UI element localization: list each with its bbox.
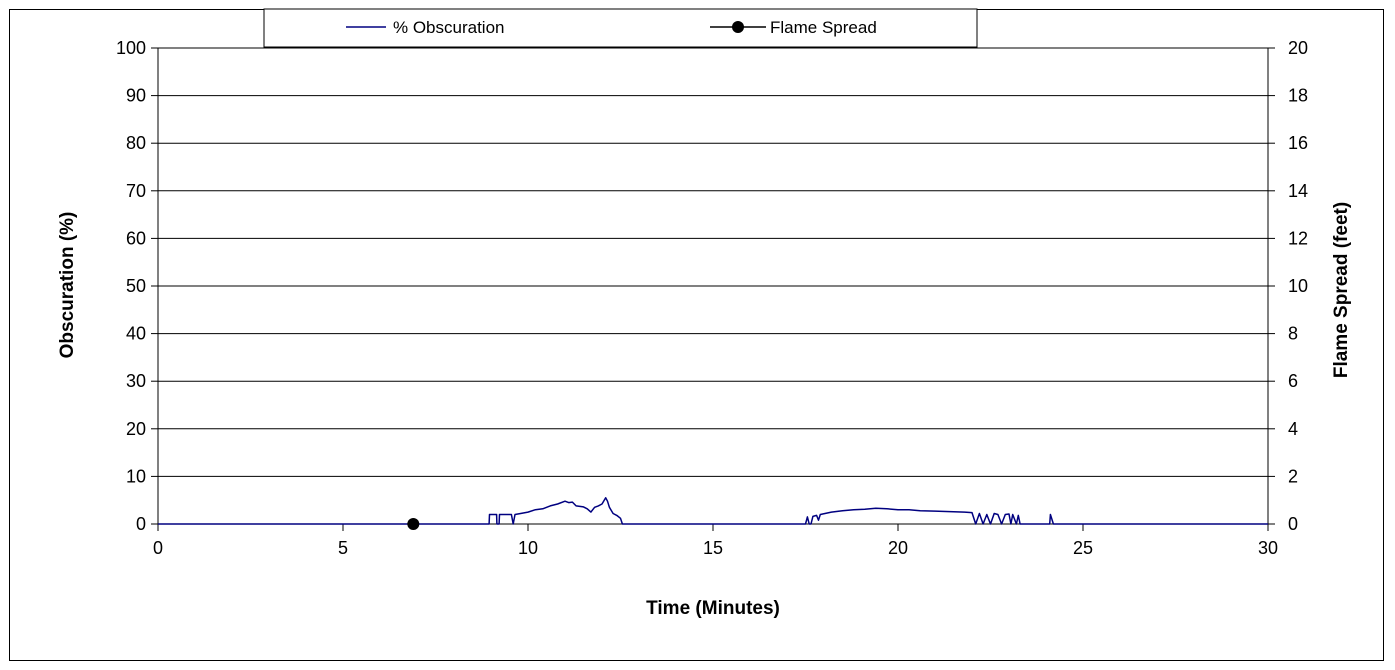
x-tick-label: 5 bbox=[338, 538, 348, 558]
y2-tick-label: 8 bbox=[1288, 324, 1298, 344]
x-tick-label: 30 bbox=[1258, 538, 1278, 558]
y2-tick-label: 6 bbox=[1288, 371, 1298, 391]
y2-axis-title: Flame Spread (feet) bbox=[1331, 202, 1352, 378]
legend-obscuration-label: % Obscuration bbox=[393, 18, 505, 37]
obscuration-line bbox=[158, 497, 1268, 525]
y-tick-label: 30 bbox=[126, 371, 146, 391]
y-tick-label: 10 bbox=[126, 466, 146, 486]
x-tick-label: 20 bbox=[888, 538, 908, 558]
y2-tick-label: 2 bbox=[1288, 466, 1298, 486]
legend-flame-spread-label: Flame Spread bbox=[770, 18, 877, 37]
y-tick-label: 100 bbox=[116, 38, 146, 58]
x-tick-label: 0 bbox=[153, 538, 163, 558]
x-tick-label: 25 bbox=[1073, 538, 1093, 558]
y-tick-label: 90 bbox=[126, 86, 146, 106]
y-tick-label: 80 bbox=[126, 133, 146, 153]
x-tick-label: 15 bbox=[703, 538, 723, 558]
series bbox=[158, 497, 1268, 530]
y2-tick-label: 0 bbox=[1288, 514, 1298, 534]
y-tick-label: 50 bbox=[126, 276, 146, 296]
chart-frame bbox=[9, 9, 1384, 661]
y-tick-label: 40 bbox=[126, 324, 146, 344]
legend-flame-spread-marker bbox=[732, 21, 744, 33]
y2-tick-label: 14 bbox=[1288, 181, 1308, 201]
y-tick-label: 20 bbox=[126, 419, 146, 439]
gridlines bbox=[158, 47, 1268, 477]
x-axis-title: Time (Minutes) bbox=[646, 598, 780, 619]
y2-tick-label: 12 bbox=[1288, 228, 1308, 248]
y2-tick-label: 10 bbox=[1288, 276, 1308, 296]
y-tick-label: 60 bbox=[126, 228, 146, 248]
y-axis-title: Obscuration (%) bbox=[57, 212, 78, 359]
y-tick-label: 0 bbox=[136, 514, 146, 534]
x-tick-label: 10 bbox=[518, 538, 538, 558]
y2-tick-label: 16 bbox=[1288, 133, 1308, 153]
flame-spread-point bbox=[407, 518, 420, 530]
legend-box bbox=[263, 8, 978, 48]
y2-tick-label: 4 bbox=[1288, 419, 1298, 439]
legend: % Obscuration Flame Spread bbox=[263, 8, 978, 48]
y-tick-label: 70 bbox=[126, 181, 146, 201]
ticks: 0 10 20 30 40 50 60 70 80 90 100 0 2 4 6 8 10 12 14 16 18 20 0… bbox=[116, 38, 1308, 558]
y2-tick-label: 18 bbox=[1288, 86, 1308, 106]
y2-tick-label: 20 bbox=[1288, 38, 1308, 58]
